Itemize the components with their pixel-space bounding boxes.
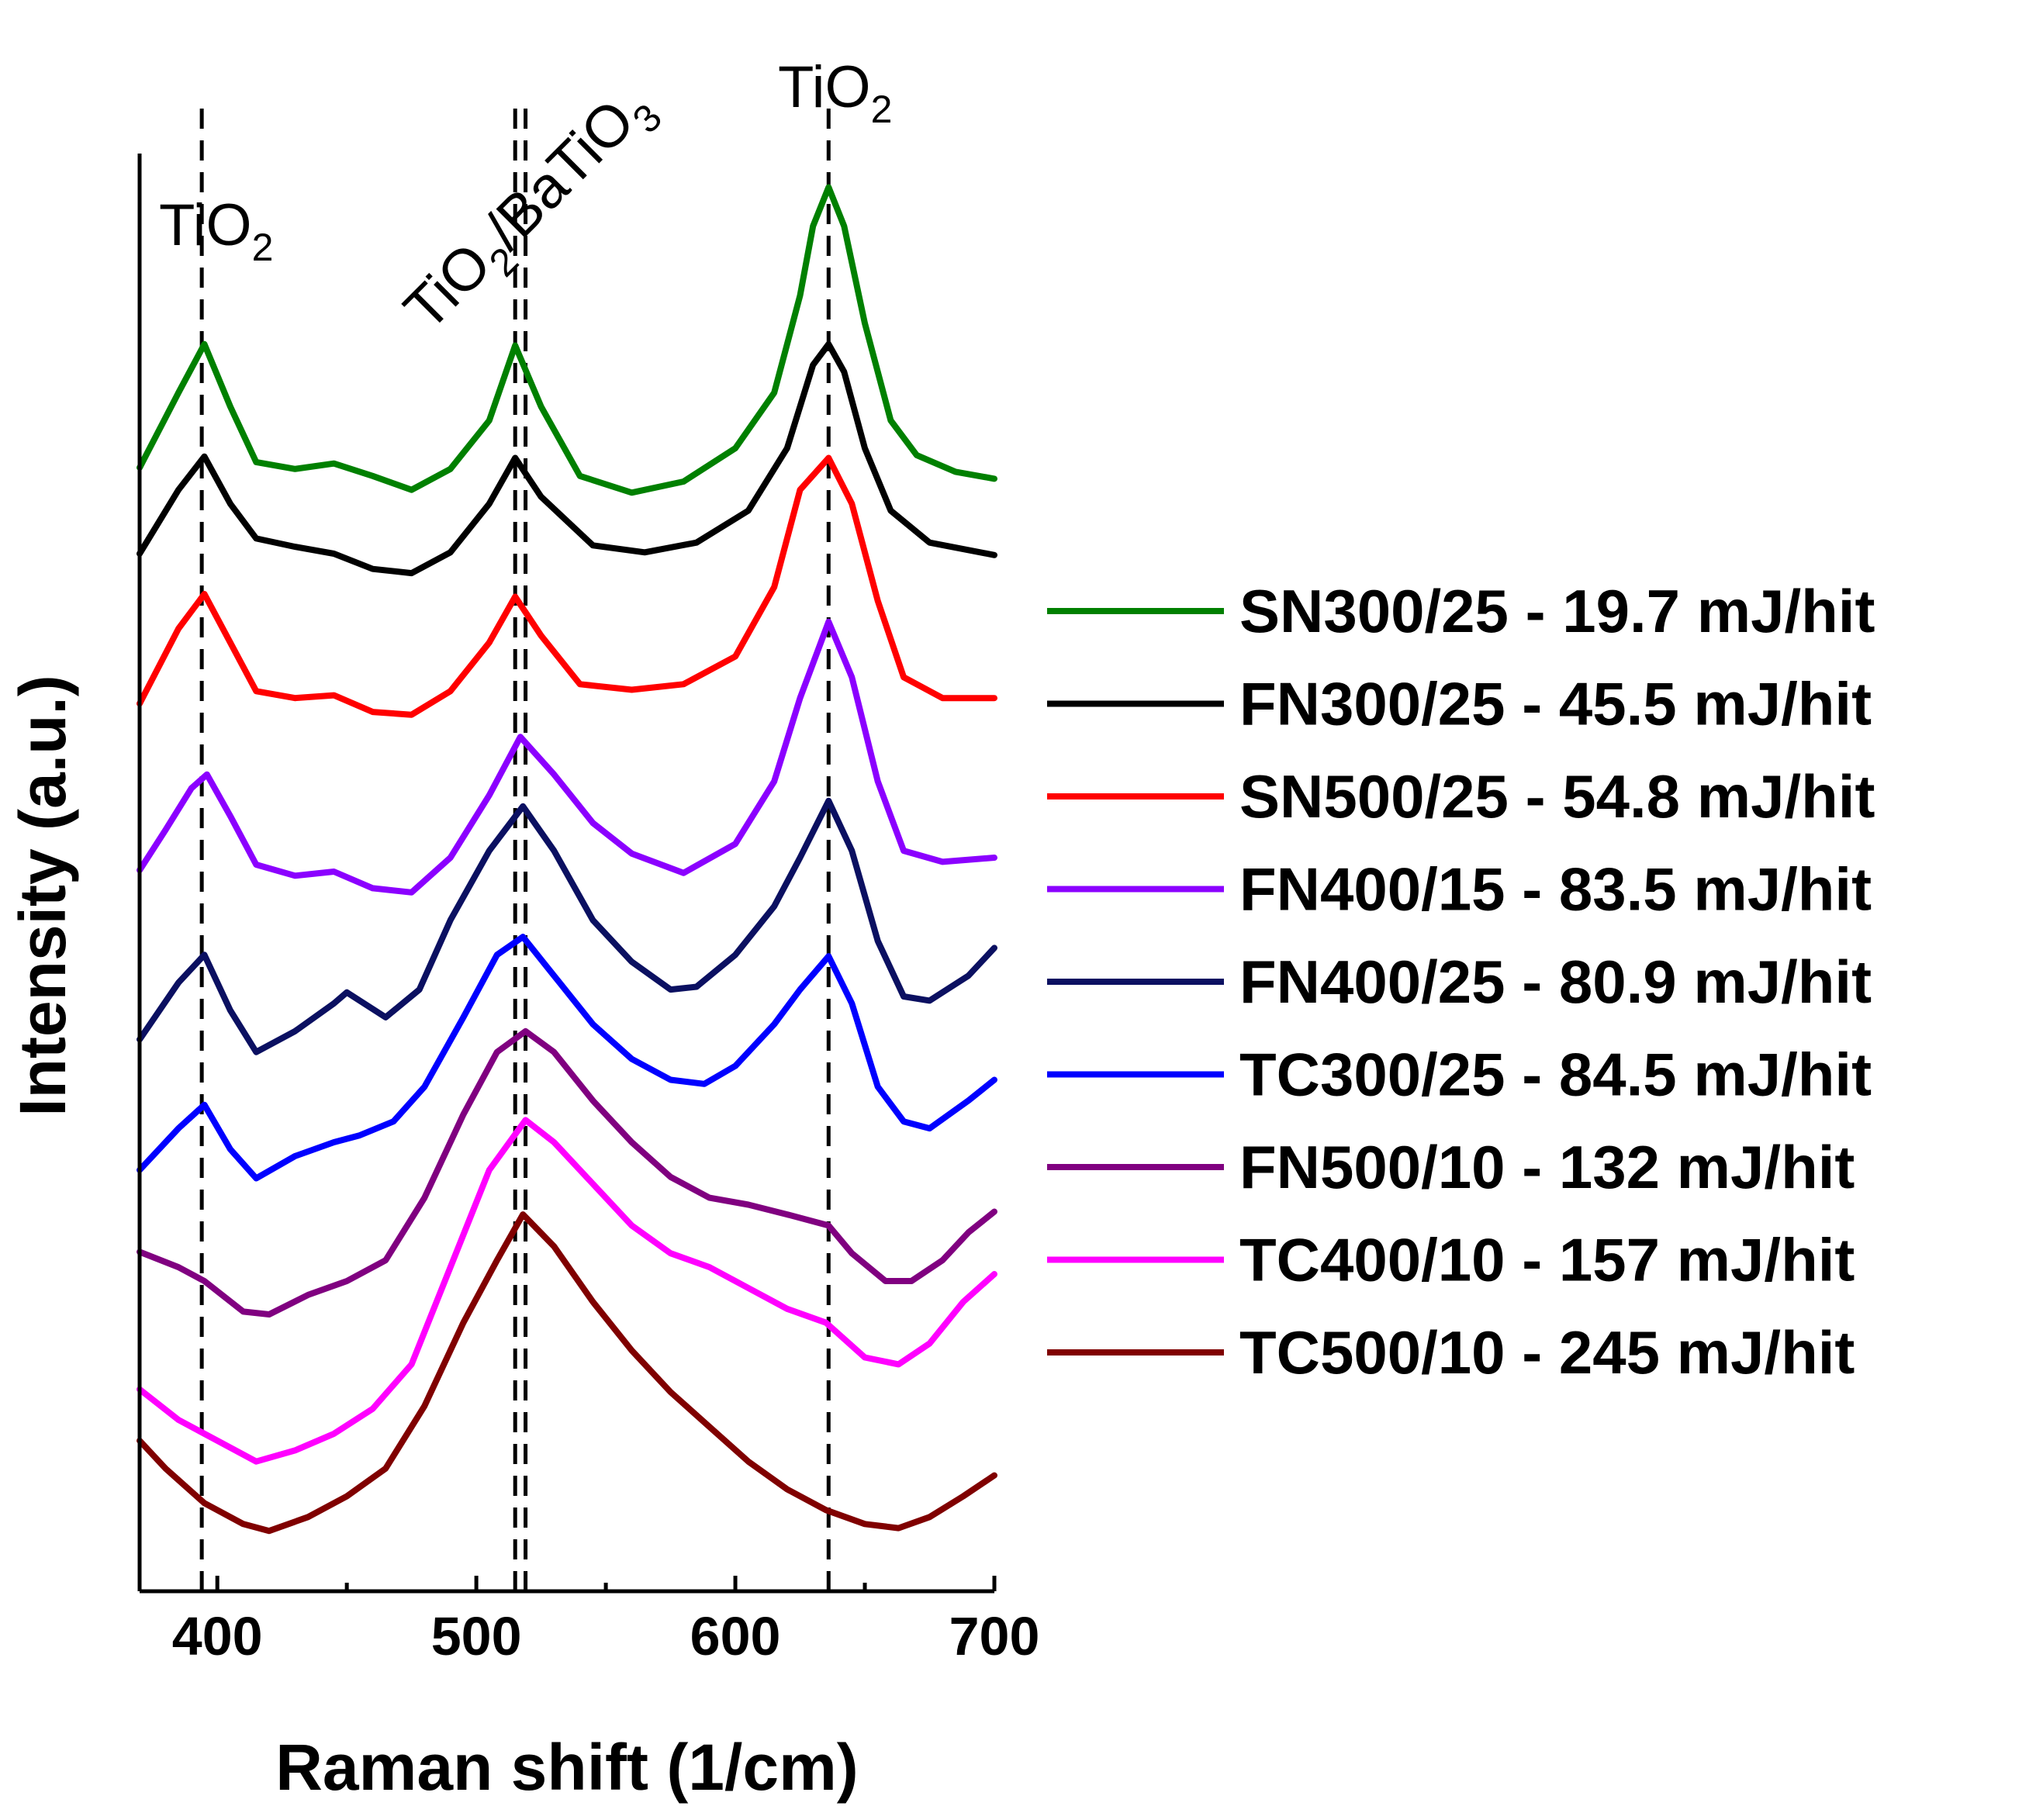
legend-label-1: FN300/25 - 45.5 mJ/hit bbox=[1239, 670, 1872, 738]
series-line-3 bbox=[137, 618, 997, 896]
series-line-2 bbox=[137, 454, 997, 718]
series-line-1 bbox=[137, 340, 997, 577]
x-tick-label-1: 500 bbox=[431, 1606, 522, 1666]
y-axis-title: Intensity (a.u.) bbox=[6, 675, 79, 1116]
series-line-0 bbox=[137, 184, 997, 496]
series-line-4 bbox=[137, 797, 997, 1055]
peak-label-3: TiO2 bbox=[778, 54, 892, 131]
reference-lines bbox=[199, 109, 831, 1591]
series-line-7 bbox=[137, 1117, 997, 1465]
axes bbox=[137, 154, 994, 1594]
x-tick-label-0: 400 bbox=[172, 1606, 263, 1666]
x-ticks: 400 500 600 700 bbox=[172, 1576, 1040, 1666]
series-line-5 bbox=[137, 934, 997, 1182]
legend-label-6: FN500/10 - 132 mJ/hit bbox=[1239, 1133, 1855, 1201]
peak-label-0: TiO2 bbox=[159, 192, 273, 269]
peak-label-1: TiO2/BaTiO3 bbox=[392, 72, 670, 351]
series-line-6 bbox=[137, 1027, 997, 1318]
legend-label-8: TC500/10 - 245 mJ/hit bbox=[1239, 1318, 1855, 1387]
series-line-8 bbox=[137, 1211, 997, 1535]
legend-label-4: FN400/25 - 80.9 mJ/hit bbox=[1239, 948, 1872, 1016]
series-group bbox=[137, 184, 997, 1535]
x-tick-label-2: 600 bbox=[690, 1606, 781, 1666]
legend-label-2: SN500/25 - 54.8 mJ/hit bbox=[1239, 762, 1875, 831]
legend-label-7: TC400/10 - 157 mJ/hit bbox=[1239, 1226, 1855, 1294]
x-tick-label-3: 700 bbox=[949, 1606, 1040, 1666]
legend-label-3: FN400/15 - 83.5 mJ/hit bbox=[1239, 855, 1872, 924]
x-axis-title: Raman shift (1/cm) bbox=[275, 1731, 859, 1804]
legend: SN300/25 - 19.7 mJ/hit FN300/25 - 45.5 mJ… bbox=[1047, 577, 1875, 1387]
legend-label-5: TC300/25 - 84.5 mJ/hit bbox=[1239, 1041, 1872, 1109]
legend-label-0: SN300/25 - 19.7 mJ/hit bbox=[1239, 577, 1875, 645]
